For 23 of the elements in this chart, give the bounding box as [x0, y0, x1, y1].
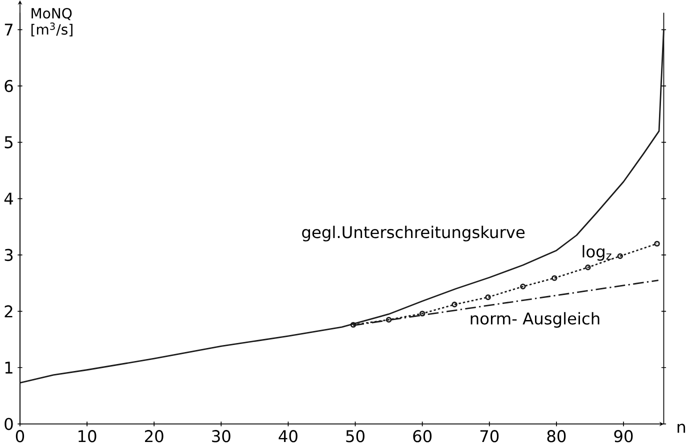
- x-tick-label: 70: [480, 430, 499, 442]
- y-tick-label: 0: [4, 418, 13, 430]
- y-tick-label: 1: [5, 362, 12, 374]
- x-tick-label: 90: [614, 430, 633, 442]
- y-tick-label: 6: [4, 80, 13, 92]
- x-tick-label: 10: [78, 430, 96, 442]
- x-tick-label: 50: [346, 430, 364, 442]
- x-axis-title: n: [678, 424, 686, 433]
- x-tick-label: 60: [413, 430, 432, 442]
- y-tick-label: 3: [4, 248, 13, 262]
- x-tick-label: 40: [278, 430, 298, 442]
- series-label: norm- Ausgleich: [470, 312, 600, 328]
- x-tick-label: 80: [547, 430, 566, 442]
- y-tick-label: 2: [4, 305, 12, 318]
- x-tick-label: 20: [145, 430, 164, 442]
- y-tick-label: 7: [4, 24, 13, 36]
- y-axis-title: MoNQ [m$^{3}$/s]: [31, 8, 72, 36]
- series-label: log$_{z}$: [582, 245, 612, 261]
- x-tick-label: 0: [16, 430, 24, 442]
- series-label: gegl.Unterschreitungskurve: [302, 226, 525, 242]
- x-tick-label: 30: [212, 430, 230, 442]
- y-tick-label: 5: [4, 136, 12, 148]
- y-tick-label: 4: [4, 192, 13, 205]
